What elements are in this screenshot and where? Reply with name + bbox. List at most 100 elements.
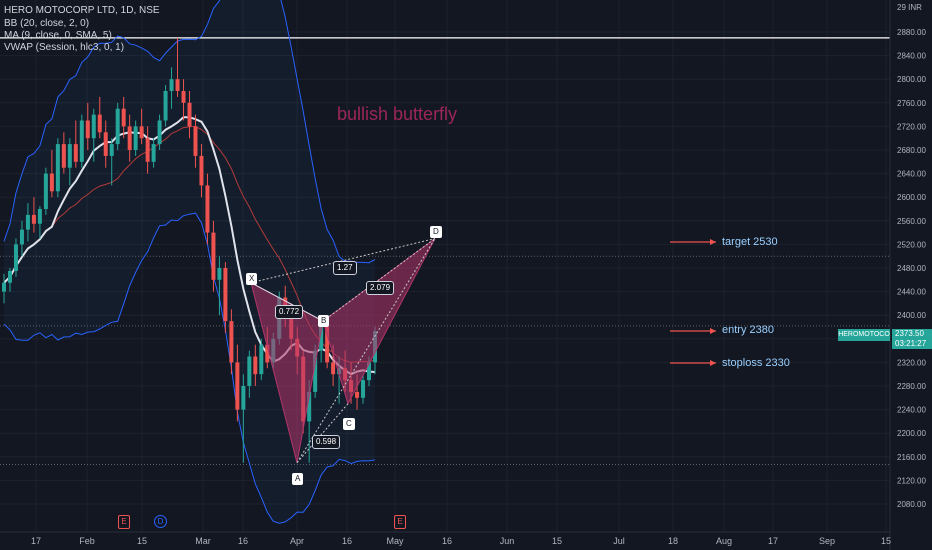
pattern-ratio-line [296, 403, 349, 464]
dividend-marker[interactable]: D [154, 515, 167, 528]
candle-body [217, 268, 222, 280]
pattern-ratio-line [250, 238, 436, 284]
candle-body [169, 79, 174, 91]
candle-body [2, 282, 6, 292]
candle-body [115, 108, 120, 145]
price-tick: 2240.00 [897, 406, 926, 415]
candle-body [43, 173, 48, 209]
candle-body [139, 126, 144, 139]
candle-body [247, 356, 252, 386]
target-label: target 2530 [722, 236, 778, 248]
ratio-bc-cd: 2.079 [366, 281, 395, 295]
candle-body [25, 214, 30, 230]
price-tick: 2480.00 [897, 264, 926, 273]
indicator-bb-label[interactable]: BB (20, close, 2, 0) [4, 18, 90, 29]
candle-body [49, 173, 54, 192]
point-x: X [246, 273, 258, 285]
candle-body [235, 362, 240, 410]
earnings-marker-upcoming[interactable]: E [394, 515, 406, 529]
price-tick: 2880.00 [897, 28, 926, 37]
time-tick: 17 [768, 536, 778, 546]
price-tick: 2560.00 [897, 217, 926, 226]
earnings-marker[interactable]: E [118, 515, 130, 529]
candle-body [103, 132, 108, 156]
candle-body [253, 356, 258, 375]
candle-body [313, 350, 318, 392]
candle-body [181, 91, 186, 103]
price-tick: 2720.00 [897, 122, 926, 131]
bb-lower-line [3, 212, 376, 524]
price-tick: 2600.00 [897, 193, 926, 202]
price-tick: 2640.00 [897, 170, 926, 179]
candle-body [193, 126, 198, 156]
candle-body [133, 126, 138, 150]
time-tick: 15 [137, 536, 147, 546]
ratio-xa-xb: 0.772 [275, 305, 304, 319]
time-tick: Mar [195, 536, 211, 546]
candle-body [79, 120, 84, 162]
price-tick: 2760.00 [897, 99, 926, 108]
axis-top-label: 29 INR [897, 3, 922, 12]
candle-body [31, 214, 36, 224]
indicator-vwap-label[interactable]: VWAP (Session, hlc3, 0, 1) [4, 42, 125, 53]
candle-body [355, 391, 360, 398]
time-tick: Feb [79, 536, 95, 546]
time-tick: 17 [31, 536, 41, 546]
time-tick: Apr [290, 536, 304, 546]
candle-body [175, 79, 180, 91]
candle-body [13, 244, 18, 271]
candle-body [163, 91, 168, 121]
candle-body [259, 344, 264, 375]
time-tick: Jul [613, 536, 625, 546]
time-tick: Jun [500, 536, 515, 546]
time-tick: Sep [819, 536, 835, 546]
candle-body [61, 144, 66, 168]
candle-body [325, 327, 330, 363]
last-price-tag: 2373.50 03:21:27 [892, 329, 932, 349]
bar-countdown: 03:21:27 [895, 339, 927, 348]
time-tick: Aug [716, 536, 732, 546]
price-tick: 2520.00 [897, 240, 926, 249]
candle-body [205, 185, 210, 233]
price-tick: 2440.00 [897, 288, 926, 297]
candle-body [241, 386, 246, 410]
candle-body [19, 229, 24, 245]
time-tick: 18 [668, 536, 678, 546]
candle-body [145, 138, 150, 162]
time-tick: May [386, 536, 404, 546]
time-axis: 17 Feb 15 Mar 16 Apr 16 May 16 Jun 15 Jul 18 Aug 17 Sep… [0, 531, 891, 546]
candle-body [229, 321, 234, 363]
time-tick: 15 [881, 536, 891, 546]
point-d: D [430, 226, 442, 238]
bb-upper-line [3, 0, 376, 264]
indicator-ma-label[interactable]: MA (9, close, 0, SMA, 5) [4, 30, 112, 41]
candle-body [67, 144, 72, 168]
entry-label: entry 2380 [722, 324, 774, 336]
price-tick: 2160.00 [897, 453, 926, 462]
symbol-price-tag: HEROMOTOCO [838, 329, 890, 341]
candle-body [73, 144, 78, 162]
stoploss-label: stoploss 2330 [722, 357, 790, 369]
annotation-title: bullish butterfly [337, 104, 458, 124]
ratio-ab-bc: 0.598 [312, 435, 341, 449]
candle-body [121, 108, 126, 127]
point-a: A [292, 473, 304, 485]
last-price: 2373.50 [895, 329, 924, 338]
price-tick: 2200.00 [897, 429, 926, 438]
price-tick: 2080.00 [897, 500, 926, 509]
candle-body [85, 120, 90, 139]
target-arrow-head [710, 239, 716, 245]
candle-body [265, 344, 270, 363]
candle-body [331, 362, 336, 375]
price-tick: 2280.00 [897, 382, 926, 391]
time-tick: 15 [552, 536, 562, 546]
entry-arrow-head [710, 328, 716, 334]
candle-body [319, 327, 324, 351]
candle-body [151, 144, 156, 162]
candle-body [97, 114, 102, 133]
ratio-xa-ad: 1.27 [333, 261, 357, 275]
candle-body [187, 102, 192, 127]
time-tick: 16 [442, 536, 452, 546]
candle-body [7, 270, 12, 283]
